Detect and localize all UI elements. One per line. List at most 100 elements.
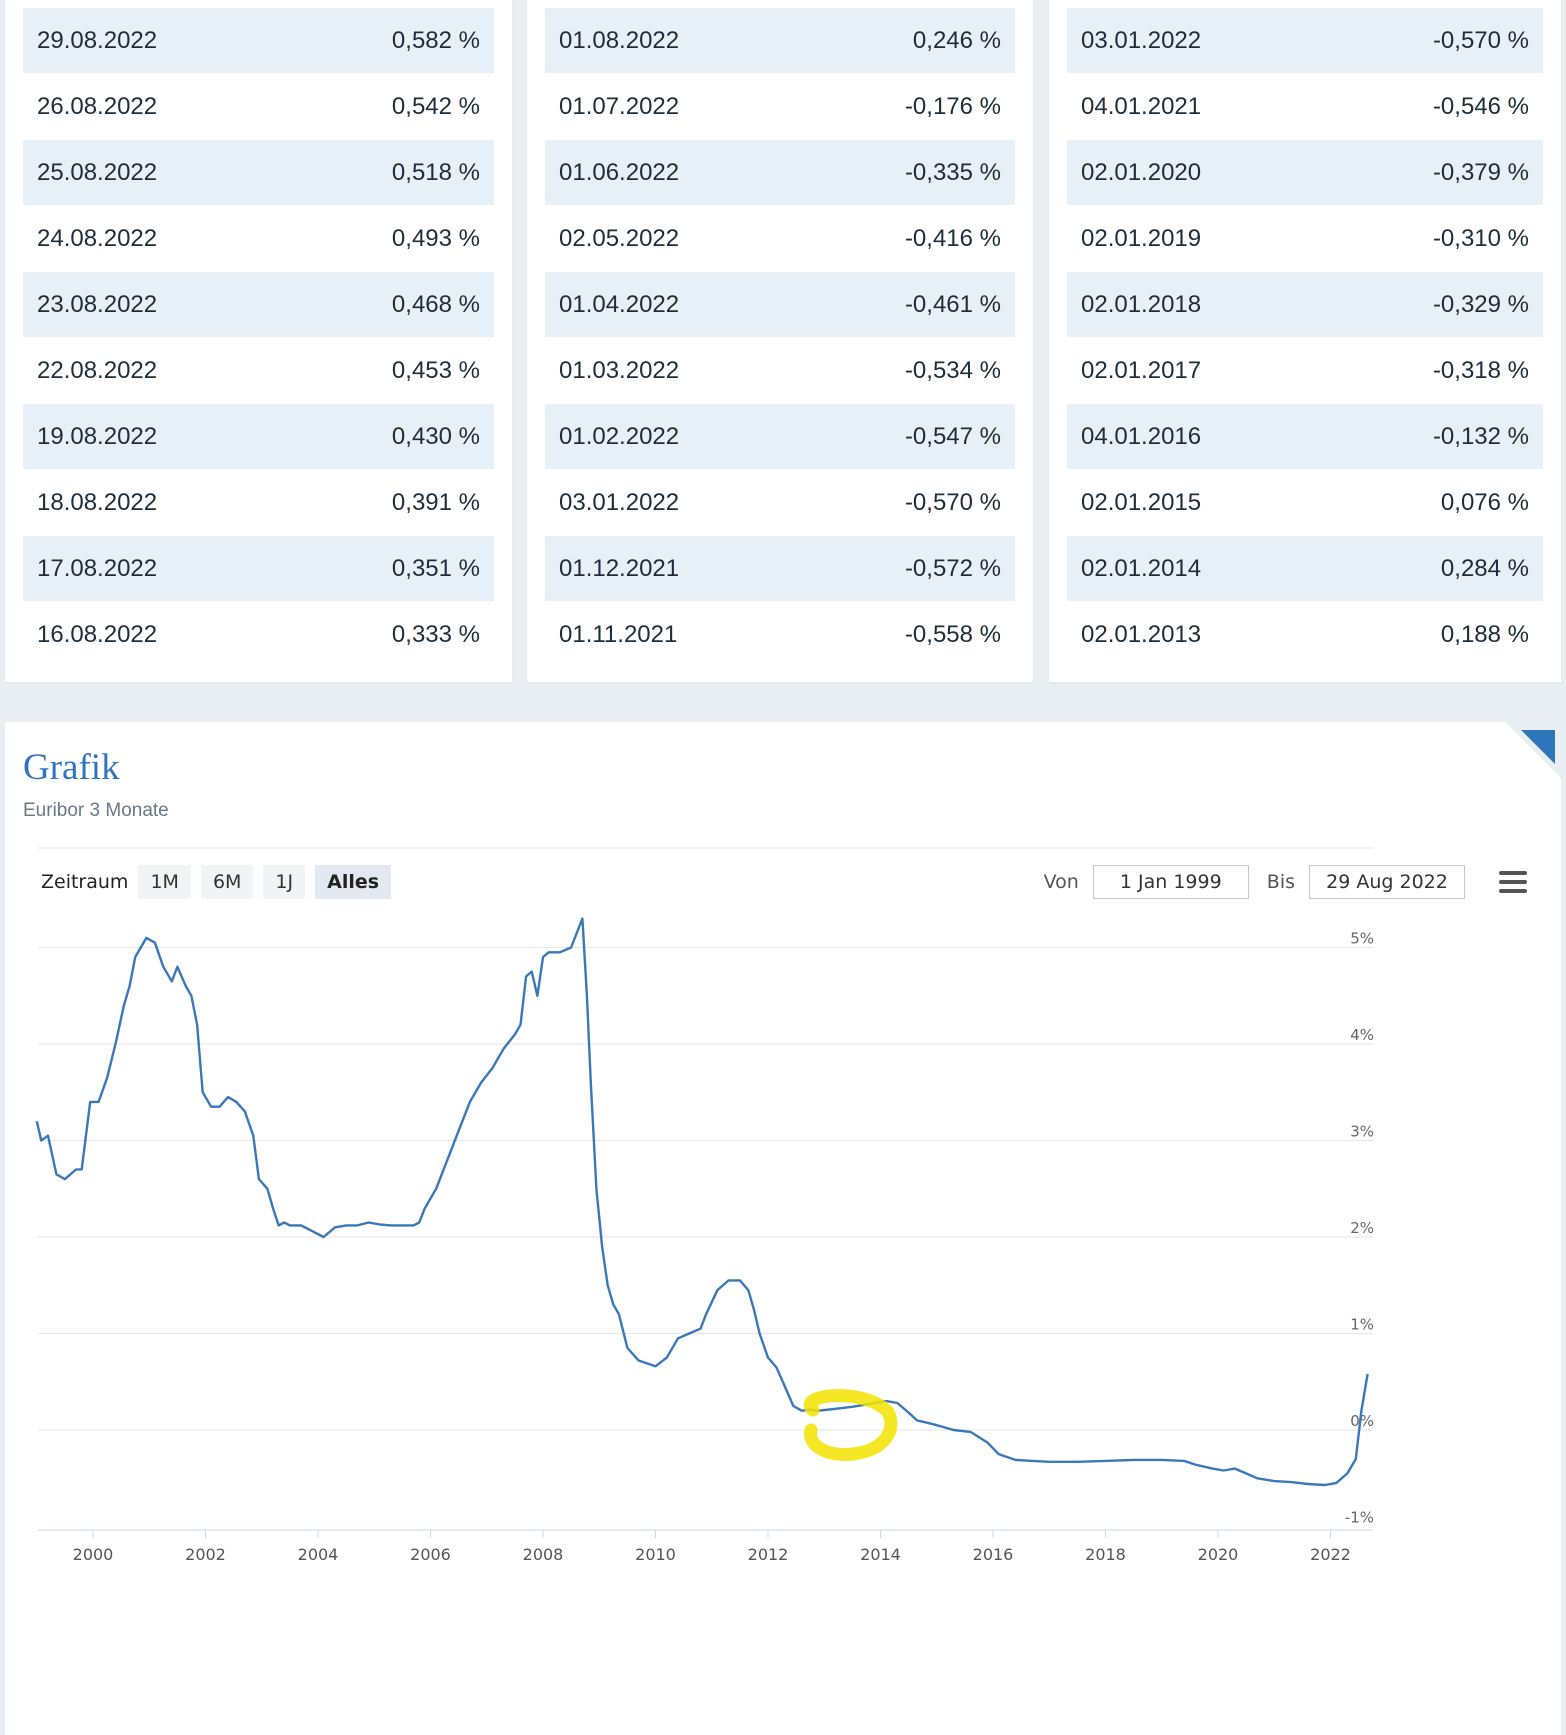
euribor-series-line [35, 917, 1369, 1487]
row-date: 17.08.2022 [37, 554, 158, 582]
row-rate-value: 0,284 % [1440, 554, 1529, 582]
x-tick-label: 2018 [1085, 1545, 1126, 1564]
rate-table: 03.01.2022 -0,570 % 04.01.2021 -0,546 % 02.0… [1067, 8, 1543, 668]
row-date: 01.02.2022 [559, 422, 680, 450]
row-date: 25.08.2022 [37, 158, 158, 186]
table-row: 03.01.2022 -0,570 % [545, 470, 1015, 536]
row-rate-value: 0,582 % [391, 26, 480, 54]
row-date: 02.05.2022 [559, 224, 680, 252]
row-rate-value: -0,132 % [1432, 422, 1529, 450]
row-date: 18.08.2022 [37, 488, 158, 516]
table-row: 02.05.2022 -0,416 % [545, 206, 1015, 272]
row-rate-value: -0,546 % [1432, 92, 1529, 120]
from-date-input[interactable] [1092, 865, 1249, 899]
row-date: 02.01.2015 [1081, 488, 1202, 516]
hamburger-menu-icon[interactable] [1499, 871, 1527, 893]
row-date: 02.01.2019 [1081, 224, 1202, 252]
row-rate-value: 0,188 % [1440, 620, 1529, 648]
x-tick-label: 2002 [185, 1545, 226, 1564]
row-date: 01.06.2022 [559, 158, 680, 186]
row-date: 02.01.2020 [1081, 158, 1202, 186]
row-rate-value: 0,333 % [391, 620, 480, 648]
table-row: 16.08.2022 0,333 % [23, 602, 494, 668]
table-row: 01.03.2022 -0,534 % [545, 338, 1015, 404]
rate-table-panel-daily: 29.08.2022 0,582 % 26.08.2022 0,542 % 25.08.… [5, 0, 512, 682]
x-tick-label: 2008 [523, 1545, 564, 1564]
row-date: 02.01.2013 [1081, 620, 1202, 648]
table-row: 02.01.2020 -0,379 % [1067, 140, 1543, 206]
x-tick-label: 2014 [860, 1545, 901, 1564]
row-date: 03.01.2022 [1081, 26, 1202, 54]
table-row: 01.06.2022 -0,335 % [545, 140, 1015, 206]
to-date-input[interactable] [1309, 865, 1465, 899]
row-date: 01.08.2022 [559, 26, 680, 54]
row-rate-value: -0,416 % [904, 224, 1001, 252]
row-rate-value: -0,176 % [904, 92, 1001, 120]
row-rate-value: -0,379 % [1432, 158, 1529, 186]
row-rate-value: -0,329 % [1432, 290, 1529, 318]
row-rate-value: 0,518 % [391, 158, 480, 186]
row-rate-value: -0,547 % [904, 422, 1001, 450]
table-row: 19.08.2022 0,430 % [23, 404, 494, 470]
rate-table-panel-yearly: 03.01.2022 -0,570 % 04.01.2021 -0,546 % 02.0… [1049, 0, 1561, 682]
table-row: 02.01.2019 -0,310 % [1067, 206, 1543, 272]
row-rate-value: -0,310 % [1432, 224, 1529, 252]
row-date: 26.08.2022 [37, 92, 158, 120]
y-tick-label: -1% [1345, 1509, 1374, 1527]
to-label: Bis [1266, 871, 1295, 893]
row-rate-value: 0,430 % [391, 422, 480, 450]
row-rate-value: 0,453 % [391, 356, 480, 384]
row-rate-value: 0,246 % [912, 26, 1001, 54]
table-row: 23.08.2022 0,468 % [23, 272, 494, 338]
row-rate-value: 0,351 % [391, 554, 480, 582]
table-row: 01.02.2022 -0,547 % [545, 404, 1015, 470]
y-tick-label: 1% [1350, 1316, 1374, 1334]
row-date: 01.04.2022 [559, 290, 680, 318]
row-rate-value: -0,335 % [904, 158, 1001, 186]
range-button-1m[interactable]: 1M [138, 865, 191, 899]
row-date: 02.01.2014 [1081, 554, 1202, 582]
row-date: 02.01.2017 [1081, 356, 1202, 384]
table-row: 24.08.2022 0,493 % [23, 206, 494, 272]
table-row: 04.01.2016 -0,132 % [1067, 404, 1543, 470]
row-date: 04.01.2021 [1081, 92, 1202, 120]
table-row: 17.08.2022 0,351 % [23, 536, 494, 602]
table-row: 25.08.2022 0,518 % [23, 140, 494, 206]
y-tick-label: 0% [1350, 1412, 1374, 1430]
row-rate-value: 0,542 % [391, 92, 480, 120]
x-tick-label: 2016 [973, 1545, 1014, 1564]
row-date: 01.12.2021 [559, 554, 680, 582]
table-row: 02.01.2018 -0,329 % [1067, 272, 1543, 338]
chart-section-title: Grafik [23, 747, 120, 788]
y-tick-label: 4% [1350, 1026, 1374, 1044]
row-rate-value: -0,461 % [904, 290, 1001, 318]
date-range: Von Bis [1026, 865, 1531, 899]
table-row: 01.04.2022 -0,461 % [545, 272, 1015, 338]
row-date: 22.08.2022 [37, 356, 158, 384]
row-rate-value: 0,076 % [1440, 488, 1529, 516]
rate-table-panel-monthly: 01.08.2022 0,246 % 01.07.2022 -0,176 % 01.06… [527, 0, 1033, 682]
table-row: 03.01.2022 -0,570 % [1067, 8, 1543, 74]
row-rate-value: -0,318 % [1432, 356, 1529, 384]
table-row: 18.08.2022 0,391 % [23, 470, 494, 536]
x-tick-label: 2022 [1310, 1545, 1351, 1564]
rate-table: 29.08.2022 0,582 % 26.08.2022 0,542 % 25.08.… [23, 8, 494, 668]
row-rate-value: 0,468 % [391, 290, 480, 318]
range-button-alles[interactable]: Alles [315, 865, 392, 899]
row-date: 02.01.2018 [1081, 290, 1202, 318]
table-row: 01.07.2022 -0,176 % [545, 74, 1015, 140]
chart-card: Grafik Euribor 3 Monate Zeitraum 1M 6M 1… [5, 722, 1561, 1735]
range-label: Zeitraum [41, 871, 129, 893]
range-selector: Zeitraum 1M 6M 1J Alles Von Bis [41, 862, 1531, 902]
row-date: 24.08.2022 [37, 224, 158, 252]
table-row: 01.12.2021 -0,572 % [545, 536, 1015, 602]
table-row: 01.08.2022 0,246 % [545, 8, 1015, 74]
row-date: 03.01.2022 [559, 488, 680, 516]
range-button-6m[interactable]: 6M [200, 865, 254, 899]
y-tick-label: 5% [1350, 930, 1374, 948]
row-date: 23.08.2022 [37, 290, 158, 318]
row-rate-value: -0,534 % [904, 356, 1001, 384]
chart-section-subtitle: Euribor 3 Monate [23, 800, 169, 821]
range-button-1j[interactable]: 1J [263, 865, 306, 899]
table-row: 02.01.2013 0,188 % [1067, 602, 1543, 668]
